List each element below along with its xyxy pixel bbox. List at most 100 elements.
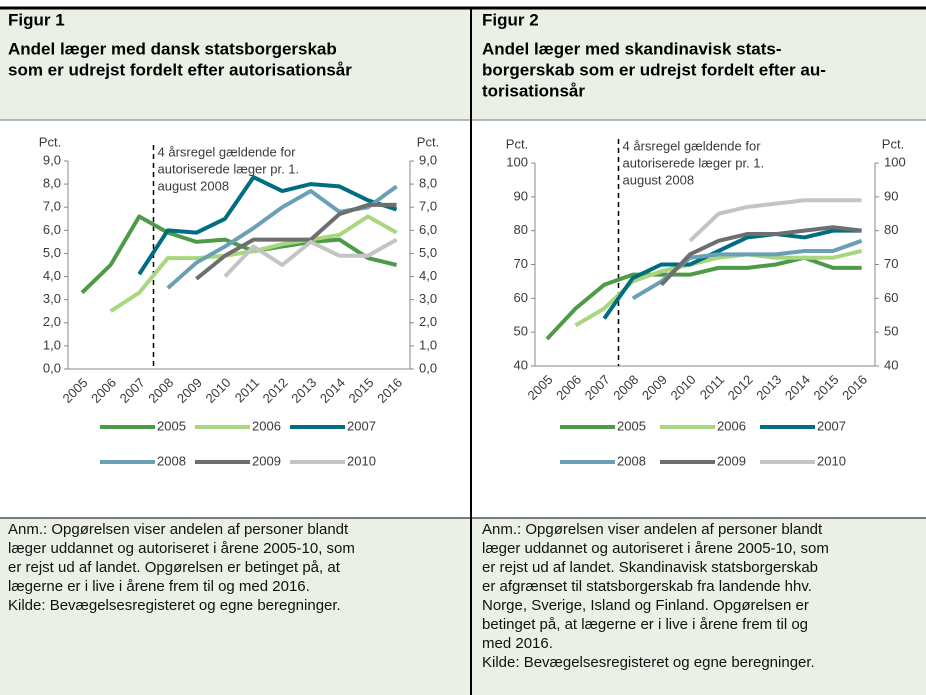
x-tick-label: 2013 — [753, 372, 784, 403]
y-tick-label: 9,0 — [43, 152, 61, 167]
annotation: 4 årsregel gældende for — [158, 144, 297, 159]
x-tick-label: 2016 — [374, 375, 405, 406]
legend-label: 2005 — [617, 418, 646, 433]
y-tick-label: 3,0 — [43, 291, 61, 306]
y2-tick-label: 4,0 — [419, 268, 437, 283]
y2-tick-label: 60 — [884, 290, 898, 305]
figure-label: Figur 2 — [482, 10, 539, 29]
legend-label: 2009 — [252, 453, 281, 468]
x-tick-label: 2005 — [524, 372, 555, 403]
legend-label: 2006 — [717, 418, 746, 433]
series-line — [545, 255, 862, 341]
chart-title: torisationsår — [482, 81, 585, 100]
x-tick-label: 2014 — [317, 375, 348, 406]
y2-tick-label: 0,0 — [419, 360, 437, 375]
x-tick-label: 2007 — [117, 375, 148, 406]
note-line: betinget på, at lægerne er i live i åren… — [482, 616, 808, 633]
legend-label: 2010 — [817, 453, 846, 468]
legend-label: 2006 — [252, 418, 281, 433]
annotation: autoriserede læger pr. 1. — [623, 155, 765, 170]
x-tick-label: 2005 — [59, 375, 90, 406]
y-axis-label: Pct. — [506, 136, 528, 151]
x-tick-label: 2013 — [288, 375, 319, 406]
note-line: er afgrænset til statsborgerskab fra lan… — [482, 578, 812, 595]
legend-label: 2010 — [347, 453, 376, 468]
y-tick-label: 90 — [514, 188, 528, 203]
annotation: august 2008 — [623, 172, 695, 187]
annotation: 4 årsregel gældende for — [623, 138, 762, 153]
x-tick-label: 2011 — [697, 372, 727, 402]
x-tick-label: 2014 — [782, 372, 813, 403]
x-tick-label: 2012 — [725, 372, 756, 403]
y-tick-label: 7,0 — [43, 199, 61, 214]
series-line — [688, 198, 862, 243]
y-tick-label: 5,0 — [43, 245, 61, 260]
y-tick-label: 70 — [514, 256, 528, 271]
annotation: autoriserede læger pr. 1. — [158, 161, 300, 176]
series-line — [195, 202, 397, 281]
x-tick-label: 2010 — [667, 372, 698, 403]
chart-title: som er udrejst fordelt efter autorisatio… — [8, 60, 352, 79]
y-tick-label: 2,0 — [43, 314, 61, 329]
note-line: Kilde: Bevægelsesregisteret og egne bere… — [482, 654, 815, 671]
x-tick-label: 2008 — [145, 375, 176, 406]
y-tick-label: 50 — [514, 324, 528, 339]
y2-tick-label: 100 — [884, 154, 906, 169]
note-line: læger uddannet og autoriseret i årene 20… — [8, 540, 355, 557]
y2-tick-label: 3,0 — [419, 291, 437, 306]
x-tick-label: 2006 — [88, 375, 119, 406]
note-line: Anm.: Opgørelsen viser andelen af person… — [482, 521, 823, 538]
legend-label: 2007 — [817, 418, 846, 433]
x-tick-label: 2011 — [232, 375, 262, 405]
y2-tick-label: 6,0 — [419, 222, 437, 237]
note-line: er rejst ud af landet. Skandinavisk stat… — [482, 559, 818, 576]
series-line — [659, 225, 862, 287]
x-tick-label: 2016 — [839, 372, 870, 403]
x-tick-label: 2008 — [610, 372, 641, 403]
y2-axis-label: Pct. — [882, 136, 904, 151]
y-tick-label: 8,0 — [43, 176, 61, 191]
notes-bg — [0, 518, 926, 695]
note-line: Kilde: Bevægelsesregisteret og egne bere… — [8, 597, 341, 614]
y2-tick-label: 70 — [884, 256, 898, 271]
series-line — [602, 228, 862, 320]
series-line — [223, 237, 398, 278]
x-tick-label: 2015 — [345, 375, 376, 406]
series-line — [109, 214, 398, 313]
chart-title: borgerskab som er udrejst fordelt efter … — [482, 60, 826, 79]
y-tick-label: 6,0 — [43, 222, 61, 237]
y-tick-label: 60 — [514, 290, 528, 305]
y-axis-label: Pct. — [39, 134, 61, 149]
y2-tick-label: 5,0 — [419, 245, 437, 260]
legend-label: 2007 — [347, 418, 376, 433]
chart-title: Andel læger med skandinavisk stats- — [482, 39, 782, 58]
y2-tick-label: 50 — [884, 324, 898, 339]
y-tick-label: 4,0 — [43, 268, 61, 283]
y-tick-label: 1,0 — [43, 337, 61, 352]
note-line: Norge, Sverige, Island og Finland. Opgør… — [482, 597, 809, 614]
legend-label: 2009 — [717, 453, 746, 468]
header-bg — [0, 8, 926, 120]
note-line: læger uddannet og autoriseret i årene 20… — [482, 540, 829, 557]
legend-label: 2008 — [157, 453, 186, 468]
y-tick-label: 0,0 — [43, 360, 61, 375]
y-tick-label: 80 — [514, 222, 528, 237]
chart-title: Andel læger med dansk statsborgerskab — [8, 39, 337, 58]
figure-label: Figur 1 — [8, 10, 65, 29]
y-tick-label: 100 — [506, 154, 528, 169]
x-tick-label: 2012 — [260, 375, 291, 406]
y2-tick-label: 2,0 — [419, 314, 437, 329]
x-tick-label: 2010 — [202, 375, 233, 406]
x-tick-label: 2009 — [174, 375, 205, 406]
series-line — [80, 214, 398, 295]
y2-tick-label: 8,0 — [419, 176, 437, 191]
note-line: med 2016. — [482, 635, 553, 652]
legend-label: 2005 — [157, 418, 186, 433]
annotation: august 2008 — [158, 178, 230, 193]
x-tick-label: 2015 — [810, 372, 841, 403]
y2-tick-label: 9,0 — [419, 152, 437, 167]
y2-tick-label: 90 — [884, 188, 898, 203]
y2-tick-label: 80 — [884, 222, 898, 237]
y2-tick-label: 40 — [884, 357, 898, 372]
